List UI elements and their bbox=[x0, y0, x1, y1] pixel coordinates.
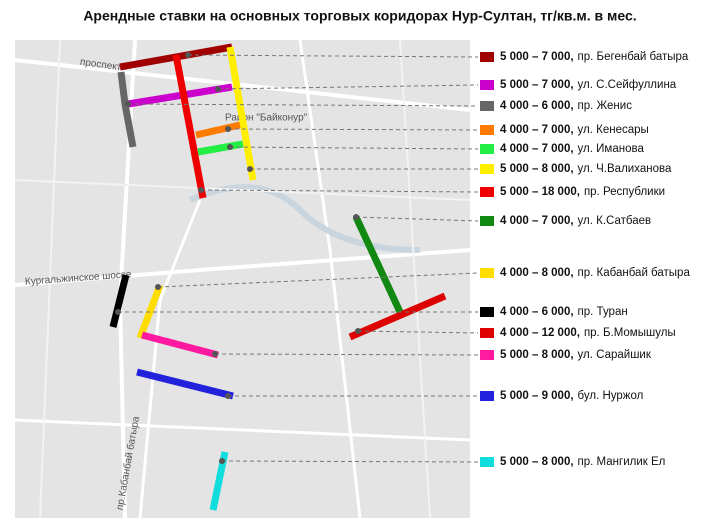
legend-entry: 4 000 – 7 000, ул. Иманова bbox=[500, 143, 644, 155]
leader-dot bbox=[219, 458, 225, 464]
leader-line bbox=[355, 216, 479, 222]
leader-dot bbox=[215, 86, 221, 92]
legend-entry: 5 000 – 8 000, пр. Мангилик Ел bbox=[500, 456, 665, 468]
legend-swatch bbox=[480, 307, 494, 317]
legend-street: пр. Республики bbox=[584, 186, 665, 198]
legend-range: 5 000 – 9 000, bbox=[500, 390, 574, 402]
leader-dot bbox=[212, 351, 218, 357]
legend-street: бул. Нуржол bbox=[578, 390, 644, 402]
corridor-line bbox=[348, 292, 447, 341]
legend-entry: 4 000 – 8 000, пр. Кабанбай батыра bbox=[500, 267, 690, 279]
leader-dot bbox=[353, 214, 359, 220]
legend-entry: 4 000 – 7 000, ул. К.Сатбаев bbox=[500, 215, 651, 227]
legend-swatch bbox=[480, 391, 494, 401]
corridor-line bbox=[352, 215, 404, 314]
legend-range: 4 000 – 7 000, bbox=[500, 215, 574, 227]
leader-dot bbox=[225, 126, 231, 132]
legend-entry: 5 000 – 9 000, бул. Нуржол bbox=[500, 390, 643, 402]
legend-swatch bbox=[480, 268, 494, 278]
leader-line bbox=[157, 272, 479, 288]
legend-range: 4 000 – 7 000, bbox=[500, 124, 574, 136]
legend-swatch bbox=[480, 144, 494, 154]
legend-entry: 5 000 – 7 000, пр. Бегенбай батыра bbox=[500, 51, 689, 63]
corridor-line bbox=[197, 140, 244, 156]
corridor-line bbox=[136, 368, 234, 400]
legend-range: 5 000 – 7 000, bbox=[500, 51, 574, 63]
legend-street: ул. К.Сатбаев bbox=[578, 215, 652, 227]
legend-range: 5 000 – 8 000, bbox=[500, 163, 574, 175]
legend-swatch bbox=[480, 101, 494, 111]
corridor-line bbox=[172, 54, 207, 199]
legend-range: 4 000 – 8 000, bbox=[500, 267, 574, 279]
legend-swatch bbox=[480, 328, 494, 338]
leader-dot bbox=[198, 187, 204, 193]
legend-swatch bbox=[480, 125, 494, 135]
corridor-line bbox=[109, 274, 130, 328]
legend-swatch bbox=[480, 187, 494, 197]
corridor-line bbox=[141, 331, 219, 359]
legend-entry: 4 000 – 6 000, пр. Женис bbox=[500, 100, 632, 112]
leader-dot bbox=[125, 101, 131, 107]
legend-swatch bbox=[480, 80, 494, 90]
legend-range: 4 000 – 7 000, bbox=[500, 143, 574, 155]
leaders bbox=[115, 52, 479, 464]
title: Арендные ставки на основных торговых кор… bbox=[83, 8, 636, 24]
legend-street: пр. Туран bbox=[578, 306, 628, 318]
legend-entry: 4 000 – 12 000, пр. Б.Момышулы bbox=[500, 327, 676, 339]
leader-line bbox=[217, 84, 479, 90]
legend-range: 5 000 – 18 000, bbox=[500, 186, 580, 198]
legend-street: пр. Женис bbox=[578, 100, 633, 112]
leader-line bbox=[357, 330, 479, 334]
legend-street: пр. Б.Момышулы bbox=[584, 327, 676, 339]
leader-dot bbox=[247, 166, 253, 172]
legend-entry: 5 000 – 18 000, пр. Республики bbox=[500, 186, 665, 198]
legend-street: пр. Кабанбай батыра bbox=[578, 267, 691, 279]
legend-entry: 4 000 – 6 000, пр. Туран bbox=[500, 306, 628, 318]
corridor-line bbox=[195, 121, 241, 139]
map-label: Район "Байконур" bbox=[225, 113, 308, 124]
legend-street: ул. С.Сейфуллина bbox=[578, 79, 677, 91]
legend-range: 5 000 – 7 000, bbox=[500, 79, 574, 91]
leader-line bbox=[214, 353, 479, 356]
legend-range: 4 000 – 6 000, bbox=[500, 100, 574, 112]
legend-swatch bbox=[480, 350, 494, 360]
leader-dot bbox=[355, 328, 361, 334]
legend-street: ул. Сарайшик bbox=[578, 349, 652, 361]
leader-dot bbox=[155, 284, 161, 290]
leader-dot bbox=[225, 393, 231, 399]
legend-swatch bbox=[480, 216, 494, 226]
corridor-line bbox=[127, 83, 233, 108]
leader-dot bbox=[115, 309, 121, 315]
legend-entry: 5 000 – 7 000, ул. С.Сейфуллина bbox=[500, 79, 677, 91]
legend-range: 5 000 – 8 000, bbox=[500, 456, 574, 468]
legend-swatch bbox=[480, 457, 494, 467]
legend-range: 4 000 – 6 000, bbox=[500, 306, 574, 318]
legend-entry: 5 000 – 8 000, ул. Ч.Валиханова bbox=[500, 163, 672, 175]
legend-entry: 5 000 – 8 000, ул. Сарайшик bbox=[500, 349, 652, 361]
corridor-line bbox=[226, 46, 257, 181]
legend-range: 5 000 – 8 000, bbox=[500, 349, 574, 361]
leader-line bbox=[127, 103, 479, 107]
legend-swatch bbox=[480, 164, 494, 174]
leader-line bbox=[221, 460, 479, 463]
leader-line bbox=[229, 146, 479, 150]
leader-dot bbox=[227, 144, 233, 150]
legend-street: пр. Бегенбай батыра bbox=[578, 51, 689, 63]
leader-line bbox=[187, 54, 479, 58]
legend-street: ул. Кенесары bbox=[578, 124, 649, 136]
legend-street: пр. Мангилик Ел bbox=[578, 456, 666, 468]
leader-dot bbox=[185, 52, 191, 58]
legend-street: ул. Ч.Валиханова bbox=[578, 163, 672, 175]
legend-street: ул. Иманова bbox=[578, 143, 645, 155]
legend-range: 4 000 – 12 000, bbox=[500, 327, 580, 339]
legend-entry: 4 000 – 7 000, ул. Кенесары bbox=[500, 124, 649, 136]
legend-swatch bbox=[480, 52, 494, 62]
